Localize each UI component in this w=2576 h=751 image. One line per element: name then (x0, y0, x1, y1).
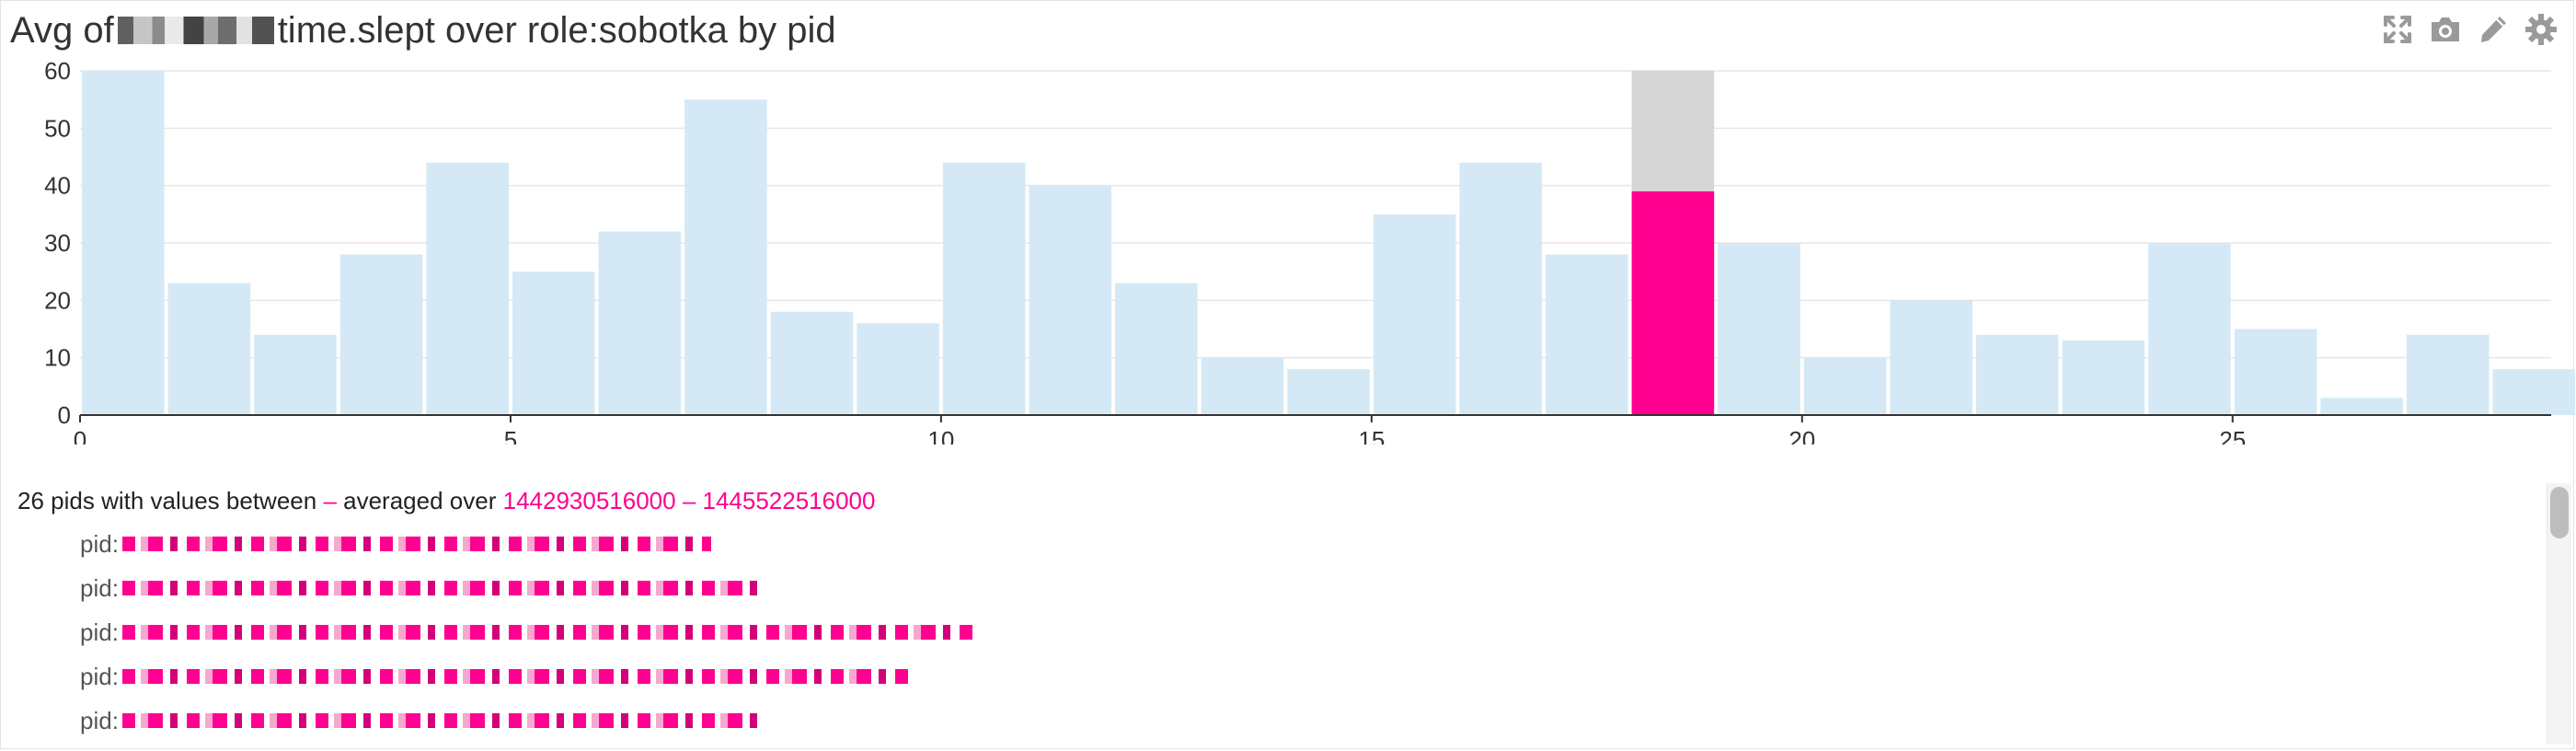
pid-label: pid: (80, 618, 119, 646)
x-tick-label: 5 (504, 426, 517, 445)
bar[interactable] (1803, 357, 1887, 415)
bar[interactable] (1718, 243, 1800, 415)
x-tick-label: 10 (927, 426, 954, 445)
redacted-pid-value (122, 625, 978, 640)
camera-icon[interactable] (2428, 12, 2463, 47)
bar[interactable] (1373, 214, 1456, 415)
x-tick-label: 25 (2219, 426, 2246, 445)
summary-line: 26 pids with values between – averaged o… (17, 487, 875, 515)
bar[interactable] (254, 334, 337, 415)
y-tick-label: 20 (44, 286, 71, 314)
bar[interactable] (598, 231, 682, 415)
bar[interactable] (1115, 283, 1198, 415)
bar[interactable] (512, 272, 595, 415)
list-item[interactable]: pid: (80, 522, 1552, 566)
widget-title: Avg of time.slept over role:sobotka by p… (10, 6, 836, 54)
bar[interactable] (339, 254, 423, 415)
list-item[interactable]: pid: (80, 699, 1552, 743)
widget-toolbar (2380, 12, 2559, 47)
list-item[interactable]: pid: (80, 654, 1552, 699)
pid-list-scrollbar[interactable] (2547, 483, 2571, 745)
x-tick-label: 0 (74, 426, 86, 445)
bar[interactable] (82, 71, 165, 415)
bar[interactable] (2406, 334, 2490, 415)
pid-label: pid: (80, 662, 119, 690)
pid-label: pid: (80, 573, 119, 602)
bar[interactable] (942, 162, 1026, 415)
bar[interactable] (426, 162, 509, 415)
list-item[interactable]: pid: (80, 610, 1552, 654)
bar[interactable] (167, 283, 251, 415)
y-tick-label: 40 (44, 172, 71, 200)
bar[interactable] (857, 323, 939, 415)
summary-averaged-text: averaged over (343, 487, 497, 514)
bar[interactable] (2234, 329, 2317, 416)
title-prefix: Avg of (10, 9, 114, 51)
bar[interactable] (1631, 191, 1715, 415)
bar[interactable] (2492, 369, 2576, 415)
bar[interactable] (1029, 185, 1112, 415)
y-tick-label: 50 (44, 114, 71, 142)
gear-icon[interactable] (2524, 12, 2559, 47)
summary-dash: – (323, 487, 337, 514)
summary-time-range: 1442930516000 – 1445522516000 (502, 487, 876, 514)
y-tick-label: 60 (44, 58, 71, 85)
bar[interactable] (2320, 398, 2403, 415)
y-tick-label: 0 (58, 401, 71, 429)
bar[interactable] (684, 99, 767, 415)
bar[interactable] (1459, 162, 1543, 415)
y-tick-label: 10 (44, 344, 71, 372)
bar[interactable] (2148, 243, 2231, 415)
list-item[interactable]: pid: (80, 566, 1552, 610)
bar[interactable] (2062, 340, 2145, 415)
pencil-icon[interactable] (2476, 12, 2511, 47)
y-tick-label: 30 (44, 229, 71, 257)
bar[interactable] (1546, 254, 1628, 415)
redacted-pid-value (122, 581, 766, 595)
pid-label: pid: (80, 706, 119, 734)
pid-label: pid: (80, 529, 119, 558)
bar[interactable] (1890, 300, 1972, 415)
pid-list: pid: pid: pid: pid: pid: (80, 522, 1552, 743)
bar[interactable] (1287, 369, 1370, 415)
bar[interactable] (770, 311, 854, 415)
bar-chart-svg: 0 10 20 30 40 50 60 0 5 10 15 20 25 (44, 57, 2576, 454)
redacted-pid-value (122, 537, 711, 551)
bar-chart: 0 10 20 30 40 50 60 0 5 10 15 20 25 (1, 57, 2576, 454)
redacted-pid-value (122, 669, 914, 684)
x-tick-label: 15 (1358, 426, 1385, 445)
expand-icon[interactable] (2380, 12, 2415, 47)
x-tick-label: 20 (1788, 426, 1815, 445)
bar[interactable] (1975, 334, 2059, 415)
redacted-pid-value (122, 713, 766, 728)
scrollbar-thumb[interactable] (2550, 487, 2569, 538)
bar[interactable] (1201, 357, 1284, 415)
title-suffix: time.slept over role:sobotka by pid (277, 9, 836, 51)
redacted-metric-name (117, 17, 274, 44)
summary-count-text: 26 pids with values between (17, 487, 317, 514)
